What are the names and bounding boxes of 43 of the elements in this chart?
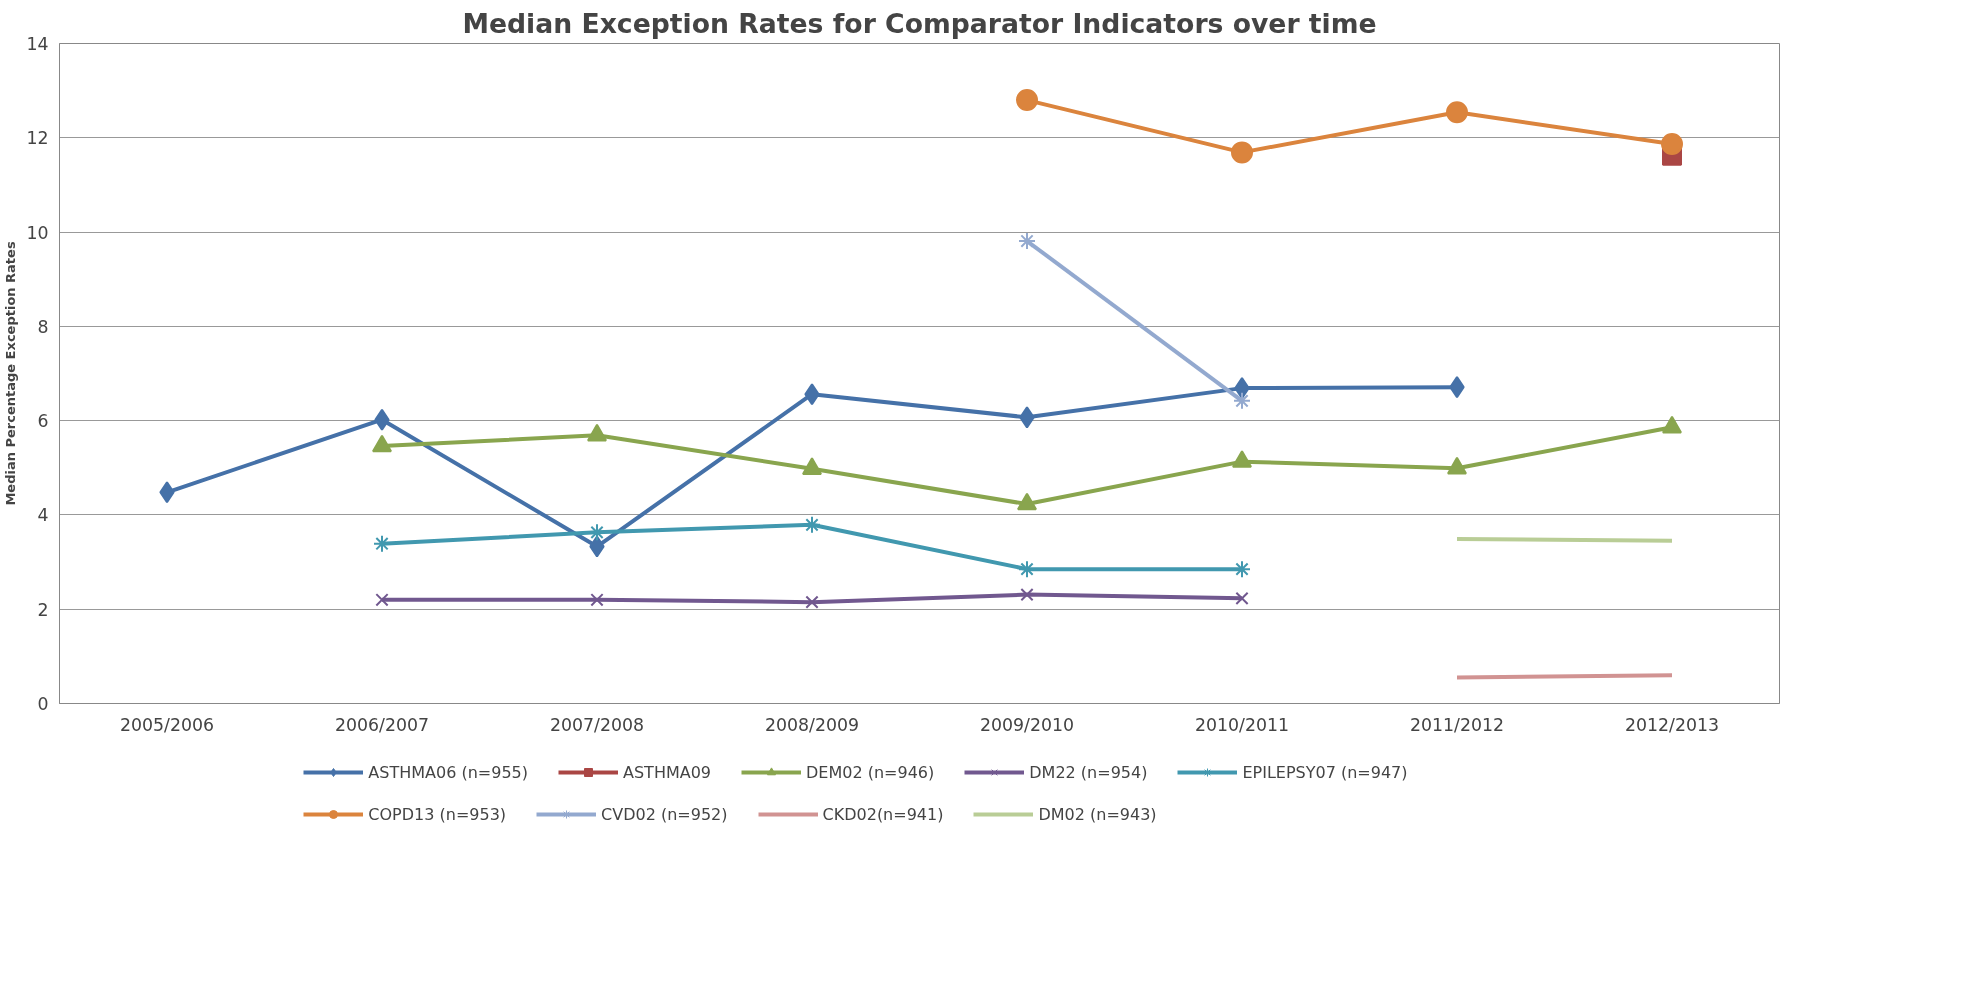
x-tick-label: 2008/2009 bbox=[764, 714, 860, 735]
point bbox=[1016, 89, 1038, 112]
y-tick-label: 0 bbox=[37, 694, 49, 714]
point bbox=[805, 595, 819, 609]
legend-label: DM22 (n=954) bbox=[1029, 762, 1148, 782]
point bbox=[1231, 141, 1253, 164]
point bbox=[588, 523, 606, 542]
y-tick-label: 12 bbox=[26, 128, 49, 149]
point bbox=[1018, 232, 1036, 251]
point bbox=[1020, 587, 1034, 602]
point bbox=[803, 515, 821, 534]
x-tick-label: 2006/2007 bbox=[334, 714, 430, 735]
point bbox=[1018, 560, 1036, 579]
y-axis-title: Median Percentage Exception Rates bbox=[3, 241, 19, 506]
legend-label: COPD13 (n=953) bbox=[368, 804, 507, 824]
point bbox=[375, 593, 389, 607]
y-tick-label: 10 bbox=[26, 222, 49, 243]
x-tick-label: 2009/2010 bbox=[979, 714, 1075, 735]
y-tick-label: 8 bbox=[37, 316, 49, 337]
point bbox=[590, 593, 604, 607]
legend-label: EPILEPSY07 (n=947) bbox=[1242, 762, 1408, 782]
legend-label: ASTHMA09 bbox=[623, 762, 712, 782]
legend-label: CKD02(n=941) bbox=[822, 804, 944, 824]
x-tick-label: 2010/2011 bbox=[1194, 714, 1290, 735]
legend-label: DEM02 (n=946) bbox=[806, 762, 935, 782]
legend-label: ASTHMA06 (n=955) bbox=[368, 762, 528, 782]
point bbox=[373, 534, 391, 553]
y-tick-label: 14 bbox=[26, 34, 49, 54]
point bbox=[1233, 391, 1251, 410]
y-tick-label: 6 bbox=[37, 411, 49, 432]
x-tick-label: 2005/2006 bbox=[119, 714, 215, 735]
chart-title: Median Exception Rates for Comparator Indicators over time bbox=[462, 7, 1377, 39]
point bbox=[1235, 591, 1249, 606]
legend-label: CVD02 (n=952) bbox=[601, 804, 728, 824]
y-tick-label: 4 bbox=[37, 505, 49, 526]
x-tick-label: 2011/2012 bbox=[1409, 714, 1505, 735]
y-tick-label: 2 bbox=[37, 599, 49, 620]
legend-label: DM02 (n=943) bbox=[1038, 804, 1157, 824]
x-tick-label: 2007/2008 bbox=[549, 714, 645, 735]
point bbox=[1661, 132, 1683, 155]
point bbox=[1233, 560, 1251, 579]
point bbox=[1446, 101, 1468, 124]
x-tick-label: 2012/2013 bbox=[1624, 714, 1720, 735]
